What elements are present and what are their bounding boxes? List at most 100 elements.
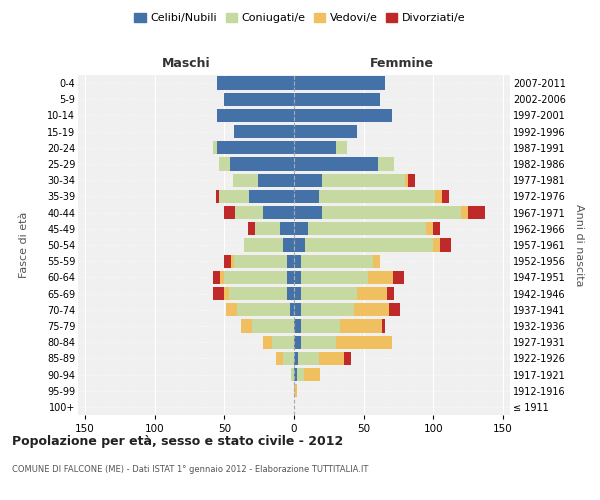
Bar [258,174,294,187]
Bar [354,303,389,316]
Bar [294,384,297,398]
Bar [297,368,304,381]
Bar [213,141,217,154]
Bar [461,206,468,220]
Bar [294,270,301,284]
Bar [283,238,294,252]
Bar [406,174,408,187]
Bar [294,222,308,235]
Bar [389,303,400,316]
Bar [377,158,394,170]
Text: Femmine: Femmine [370,57,434,70]
Bar [294,287,301,300]
Bar [219,190,250,203]
Legend: Celibi/Nubili, Coniugati/e, Vedovi/e, Divorziati/e: Celibi/Nubili, Coniugati/e, Vedovi/e, Di… [132,10,468,26]
Bar [244,238,283,252]
Bar [229,287,287,300]
Bar [336,336,392,349]
Bar [283,352,294,365]
Bar [290,303,294,316]
Bar [230,158,294,170]
Bar [224,254,231,268]
Text: Maschi: Maschi [161,57,211,70]
Bar [294,303,301,316]
Bar [219,158,230,170]
Bar [287,254,294,268]
Bar [294,254,301,268]
Bar [241,320,252,332]
Bar [237,303,290,316]
Bar [233,174,258,187]
Text: Fasce di età: Fasce di età [19,212,29,278]
Bar [263,336,272,349]
Bar [287,287,294,300]
Bar [224,270,287,284]
Bar [427,222,433,235]
Bar [235,206,263,220]
Bar [252,320,294,332]
Bar [287,270,294,284]
Bar [280,222,294,235]
Bar [231,254,234,268]
Bar [217,141,294,154]
Bar [301,270,368,284]
Bar [408,174,415,187]
Bar [216,190,219,203]
Bar [308,222,427,235]
Text: Anni di nascita: Anni di nascita [574,204,584,286]
Bar [224,287,229,300]
Bar [357,287,388,300]
Bar [304,368,320,381]
Bar [294,336,301,349]
Bar [433,238,440,252]
Text: COMUNE DI FALCONE (ME) - Dati ISTAT 1° gennaio 2012 - Elaborazione TUTTITALIA.IT: COMUNE DI FALCONE (ME) - Dati ISTAT 1° g… [12,465,368,474]
Bar [226,303,237,316]
Bar [272,336,294,349]
Bar [291,368,294,381]
Bar [294,174,322,187]
Bar [217,76,294,90]
Bar [442,190,449,203]
Bar [234,254,287,268]
Bar [213,287,224,300]
Bar [433,222,440,235]
Bar [368,270,393,284]
Bar [319,352,344,365]
Bar [319,190,435,203]
Bar [234,125,294,138]
Bar [301,287,357,300]
Bar [294,158,377,170]
Bar [248,222,255,235]
Bar [340,320,382,332]
Bar [294,238,305,252]
Bar [294,320,301,332]
Bar [294,109,392,122]
Bar [322,174,406,187]
Bar [220,270,224,284]
Bar [263,206,294,220]
Bar [294,190,319,203]
Bar [344,352,351,365]
Bar [298,352,319,365]
Bar [301,320,340,332]
Bar [224,206,235,220]
Bar [250,190,294,203]
Bar [255,222,280,235]
Bar [435,190,442,203]
Bar [468,206,485,220]
Bar [224,92,294,106]
Bar [301,254,373,268]
Bar [213,270,220,284]
Bar [322,206,461,220]
Bar [294,125,357,138]
Text: Popolazione per età, sesso e stato civile - 2012: Popolazione per età, sesso e stato civil… [12,435,343,448]
Bar [294,141,336,154]
Bar [294,368,297,381]
Bar [294,352,298,365]
Bar [305,238,433,252]
Bar [294,92,380,106]
Bar [388,287,394,300]
Bar [382,320,385,332]
Bar [217,109,294,122]
Bar [294,206,322,220]
